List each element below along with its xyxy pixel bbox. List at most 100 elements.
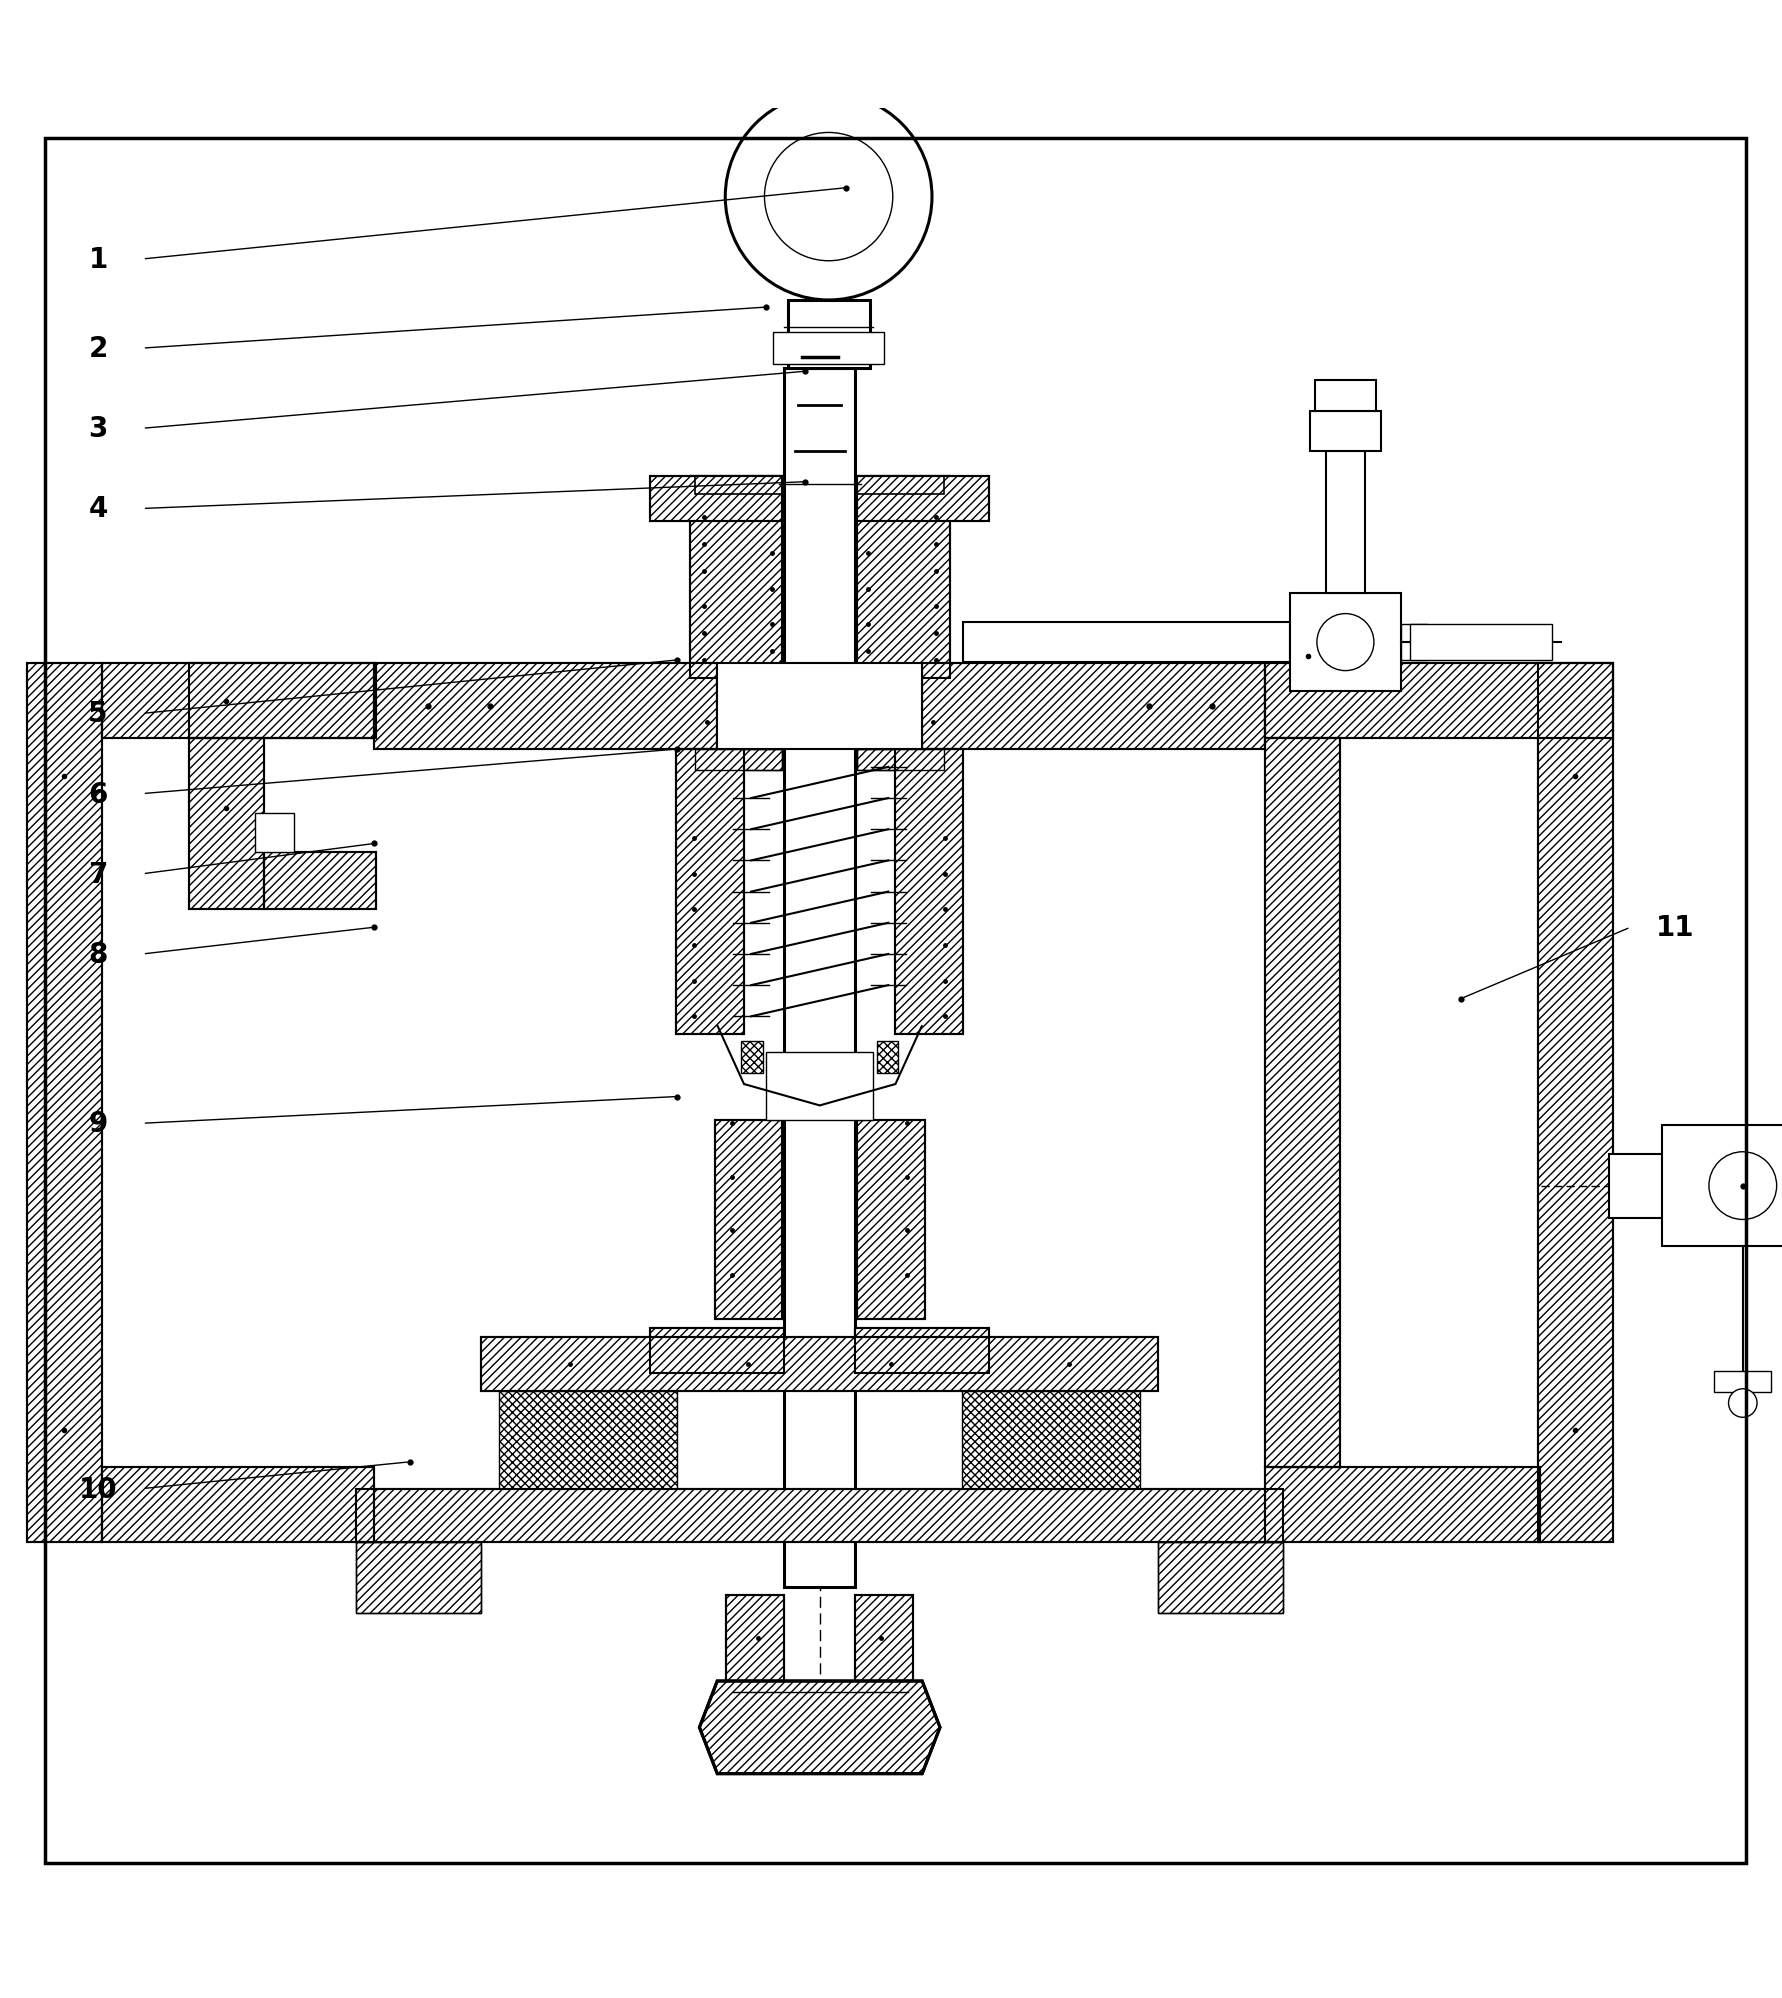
Bar [857, 1121, 925, 1319]
Bar [695, 749, 782, 771]
Bar [189, 739, 264, 909]
Bar [766, 1053, 873, 1121]
Text: 7: 7 [89, 861, 107, 889]
Bar [727, 1596, 784, 1680]
Text: 10: 10 [78, 1475, 118, 1502]
Bar [857, 478, 989, 521]
Bar [677, 749, 745, 1035]
Bar [650, 1329, 784, 1373]
Bar [857, 478, 950, 679]
Bar [102, 663, 374, 739]
Bar [773, 334, 884, 366]
Bar [962, 1391, 1140, 1489]
Circle shape [725, 94, 932, 302]
Bar [716, 663, 923, 749]
Bar [1265, 663, 1613, 739]
Bar [189, 663, 376, 739]
Bar [1714, 1371, 1771, 1393]
Bar [1663, 1125, 1782, 1247]
Bar [189, 739, 264, 909]
Bar [857, 478, 950, 679]
Bar [896, 749, 964, 1035]
Bar [1265, 663, 1613, 739]
Bar [650, 1329, 784, 1373]
Bar [1290, 593, 1401, 691]
Bar [102, 1467, 374, 1542]
Bar [356, 1542, 481, 1614]
Bar [855, 478, 944, 496]
Bar [855, 478, 944, 496]
Bar [855, 1596, 914, 1680]
Bar [690, 478, 782, 679]
Bar [374, 663, 718, 749]
Text: 3: 3 [89, 416, 107, 444]
Circle shape [764, 134, 893, 262]
Bar [356, 1542, 481, 1614]
Bar [1538, 663, 1613, 1542]
Bar [1315, 382, 1376, 412]
Bar [690, 478, 782, 679]
Bar [695, 749, 782, 771]
Bar [1538, 663, 1613, 1542]
Bar [923, 663, 1265, 749]
Bar [102, 1467, 374, 1542]
Circle shape [1729, 1389, 1757, 1417]
Bar [650, 478, 782, 521]
Bar [264, 853, 376, 909]
Text: 2: 2 [89, 336, 107, 364]
Bar [102, 663, 374, 739]
Bar [1265, 1467, 1540, 1542]
Bar [715, 1121, 782, 1319]
Bar [356, 1489, 1283, 1542]
Bar [264, 853, 376, 909]
Circle shape [1317, 613, 1374, 671]
Bar [189, 663, 376, 739]
Bar [727, 1596, 784, 1680]
Bar [741, 1041, 763, 1073]
Bar [374, 663, 718, 749]
Bar [1265, 739, 1340, 1467]
Bar [356, 1489, 1283, 1542]
Bar [855, 1596, 914, 1680]
Bar [1326, 452, 1365, 593]
Bar [189, 739, 264, 909]
Bar [855, 1329, 989, 1373]
Bar [788, 302, 870, 368]
Bar [855, 478, 944, 496]
Bar [1265, 739, 1340, 1467]
Bar [857, 749, 944, 771]
Bar [896, 749, 964, 1035]
Bar [857, 1121, 925, 1319]
Bar [1310, 412, 1381, 452]
Bar [189, 663, 376, 739]
Bar [1158, 1542, 1283, 1614]
Bar [857, 1121, 925, 1319]
Bar [923, 663, 1265, 749]
Bar [964, 623, 1290, 663]
Bar [695, 749, 782, 771]
Bar [1538, 663, 1613, 1542]
Bar [857, 478, 989, 521]
Bar [1265, 1467, 1540, 1542]
Bar [1265, 739, 1340, 1467]
Bar [481, 1337, 1158, 1391]
Bar [727, 1596, 784, 1680]
Bar [695, 478, 784, 496]
Text: 9: 9 [89, 1109, 107, 1137]
Bar [264, 853, 376, 909]
Bar [481, 1337, 1158, 1391]
Bar [1158, 1542, 1283, 1614]
Bar [877, 1041, 898, 1073]
Bar [650, 478, 782, 521]
Text: 5: 5 [89, 699, 107, 727]
Bar [677, 749, 745, 1035]
Bar [650, 1329, 784, 1373]
Bar [374, 663, 718, 749]
Bar [695, 478, 784, 496]
Bar [1401, 625, 1427, 661]
Text: 8: 8 [89, 941, 107, 969]
Text: 4: 4 [89, 496, 107, 523]
Bar [481, 1337, 1158, 1391]
Bar [715, 1121, 782, 1319]
Text: 6: 6 [89, 779, 107, 807]
